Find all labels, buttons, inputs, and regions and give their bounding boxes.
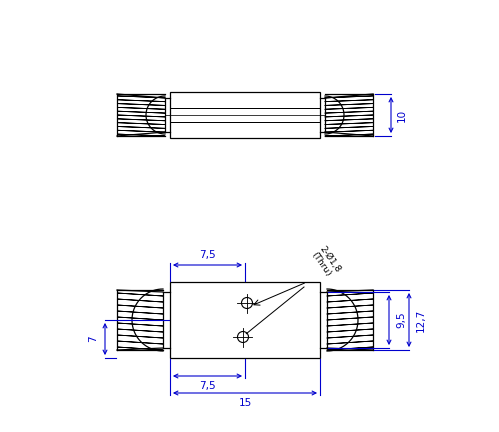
Text: 7,5: 7,5	[199, 250, 216, 260]
Text: 9,5: 9,5	[396, 311, 406, 328]
Text: 12,7: 12,7	[416, 308, 426, 332]
Text: 15: 15	[239, 398, 251, 408]
Bar	[170, 92, 320, 138]
Text: 7: 7	[88, 336, 98, 342]
Text: 10: 10	[397, 108, 407, 121]
Text: 7,5: 7,5	[199, 381, 216, 391]
Bar	[170, 282, 320, 358]
Text: 2-Ø1,8
(Thru): 2-Ø1,8 (Thru)	[309, 244, 342, 280]
